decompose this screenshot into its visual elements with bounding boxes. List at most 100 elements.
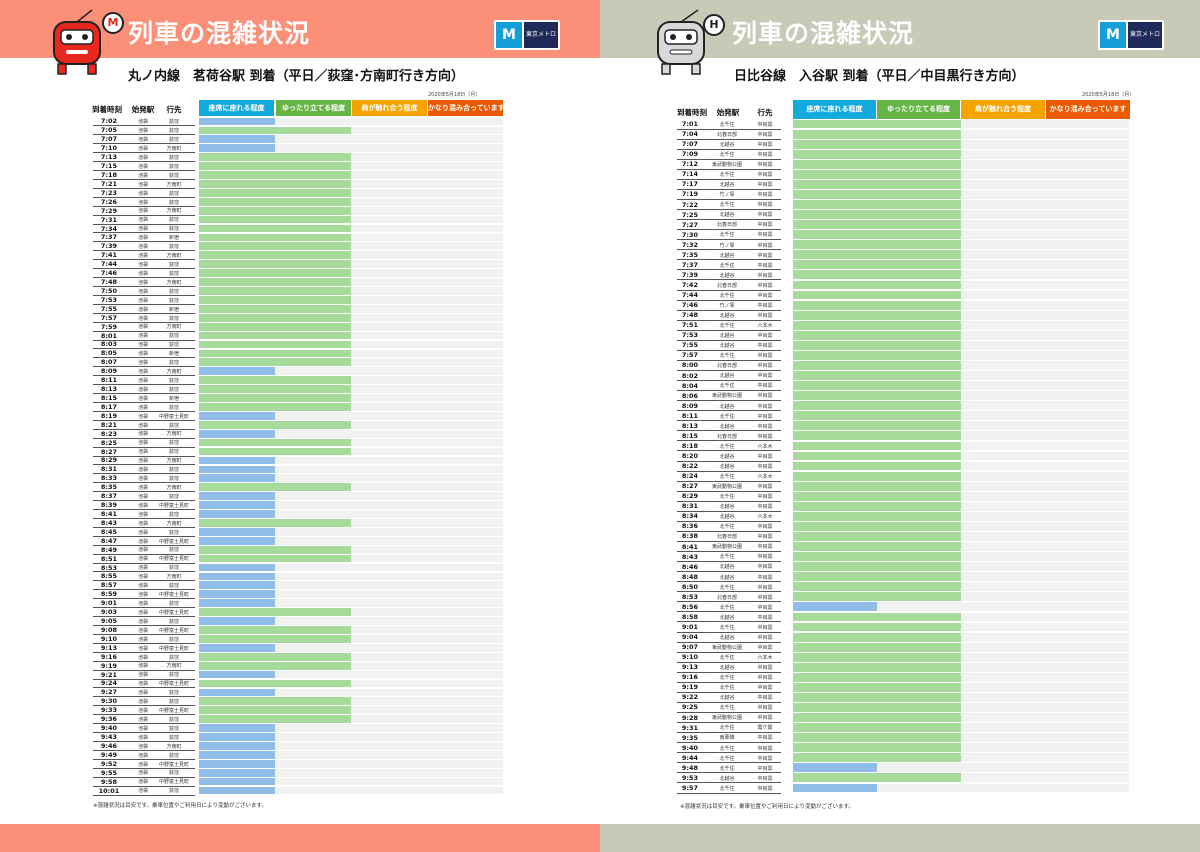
congestion-bar	[199, 572, 275, 581]
row-track	[199, 224, 503, 233]
row-separator	[677, 581, 781, 583]
row-dest: 中野富士見町	[158, 609, 189, 616]
congestion-bar	[793, 310, 961, 320]
row-separator	[93, 143, 195, 145]
row-separator	[677, 380, 781, 382]
row-dest: 荻窪	[168, 119, 179, 126]
row-separator	[93, 517, 195, 519]
row-separator	[93, 767, 195, 769]
row-time: 7:50	[100, 286, 118, 295]
row-dest: 方南町	[166, 743, 182, 750]
row-dest: 中目黒	[757, 675, 773, 682]
congestion-bar	[199, 545, 351, 554]
row-origin: 北千住	[719, 494, 735, 501]
right-footer-band	[600, 824, 1200, 852]
row-track	[793, 552, 1129, 562]
row-track	[199, 750, 503, 759]
congestion-bar	[793, 521, 961, 531]
row-origin: 北千住	[719, 121, 735, 128]
row-dest: 中目黒	[757, 353, 773, 360]
row-time: 7:55	[681, 341, 699, 350]
congestion-bar	[793, 350, 961, 360]
row-separator	[93, 232, 195, 234]
row-track	[199, 786, 503, 795]
row-time: 8:39	[100, 501, 118, 510]
row-time: 7:46	[100, 269, 118, 278]
row-time: 9:43	[100, 733, 118, 741]
row-time: 8:15	[100, 394, 118, 402]
row-dest: 霞ケ関	[757, 725, 773, 732]
row-track	[793, 290, 1129, 300]
row-dest: 中目黒	[757, 504, 773, 511]
row-time: 9:30	[100, 697, 118, 706]
row-origin: 池袋	[137, 306, 148, 313]
row-separator	[93, 339, 195, 341]
row-origin: 池袋	[137, 369, 148, 376]
row-dest: 荻窪	[168, 333, 179, 340]
row-separator	[677, 762, 781, 764]
row-separator	[677, 772, 781, 774]
row-origin: 北春日部	[716, 222, 737, 229]
row-time: 7:27	[681, 220, 699, 229]
row-track	[793, 250, 1129, 260]
congestion-bar	[199, 456, 275, 465]
row-origin: 北越谷	[719, 695, 735, 702]
row-origin: 池袋	[137, 235, 148, 242]
congestion-bar	[793, 401, 961, 411]
row-track	[199, 367, 503, 376]
congestion-bar	[793, 220, 961, 230]
congestion-bar	[793, 743, 961, 753]
row-separator	[93, 401, 195, 403]
row-track	[793, 703, 1129, 712]
row-track	[793, 260, 1129, 270]
row-time: 9:25	[681, 703, 699, 712]
row-track	[793, 642, 1129, 652]
row-dest: 荻窪	[168, 467, 179, 474]
row-time: 8:31	[681, 502, 699, 511]
row-time: 9:58	[100, 777, 118, 786]
row-time: 8:27	[100, 447, 118, 456]
congestion-bar	[793, 381, 961, 390]
row-time: 7:51	[681, 321, 699, 330]
row-time: 8:01	[100, 331, 118, 340]
banner-title: 列車の混雑状況	[128, 19, 311, 48]
row-origin: 池袋	[137, 342, 148, 349]
congestion-bar	[793, 461, 961, 471]
row-dest: 中目黒	[757, 202, 773, 209]
row-separator	[677, 219, 781, 221]
row-separator	[677, 299, 781, 301]
row-time: 8:27	[681, 482, 699, 491]
congestion-bar	[199, 474, 275, 483]
row-time: 8:47	[100, 536, 118, 545]
row-time: 8:23	[100, 429, 118, 438]
row-dest: 方南町	[166, 458, 182, 465]
row-track	[793, 441, 1129, 451]
row-separator	[677, 128, 781, 130]
row-track	[199, 313, 503, 322]
row-track	[793, 381, 1129, 390]
row-origin: 池袋	[137, 377, 148, 384]
left-footer-band	[0, 824, 600, 852]
row-track	[793, 672, 1129, 682]
row-origin: 池袋	[137, 743, 148, 750]
row-track	[199, 251, 503, 260]
row-separator	[677, 520, 781, 522]
congestion-bar	[199, 742, 275, 750]
row-track	[793, 391, 1129, 401]
row-separator	[677, 591, 781, 593]
row-time: 8:34	[681, 512, 699, 521]
row-origin: 南栗橋	[719, 735, 735, 742]
congestion-bar	[199, 581, 275, 590]
congestion-bar	[199, 786, 275, 795]
row-origin: 北千住	[719, 383, 735, 390]
congestion-bar	[199, 385, 351, 393]
row-separator	[93, 410, 195, 412]
row-separator	[677, 269, 781, 271]
congestion-bar	[199, 688, 275, 697]
footnote: ※混雑状況は目安です。乗車位置やご利用日により変動がございます。	[680, 804, 854, 810]
row-origin: 池袋	[137, 476, 148, 483]
congestion-bar	[199, 652, 351, 661]
row-time: 8:53	[100, 563, 118, 572]
congestion-bar	[199, 768, 275, 777]
row-track	[199, 438, 503, 447]
